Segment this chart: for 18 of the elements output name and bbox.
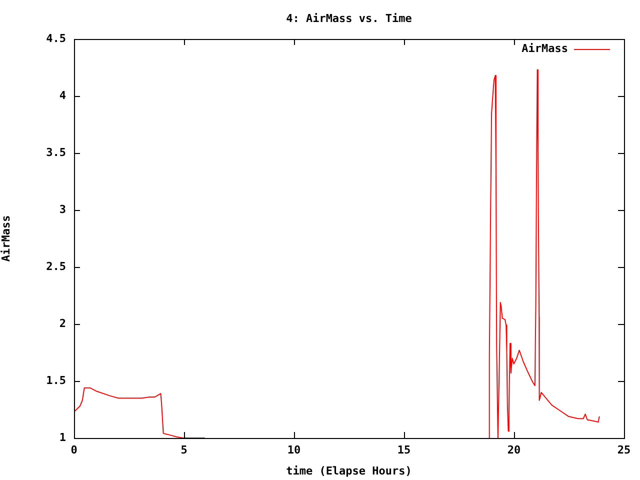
x-axis-title: time (Elapse Hours) [286,464,412,478]
x-tick-label: 15 [397,443,411,456]
y-tick-label: 1.5 [46,374,66,387]
x-tick-label: 25 [617,443,631,456]
y-tick-label: 1 [59,430,66,444]
y-tick-label: 3.5 [46,146,66,159]
series-label: AirMass [522,42,568,55]
y-axis-title: AirMass [0,215,12,262]
x-tick-label: 0 [70,443,78,456]
y-tick-label: 4 [59,88,66,102]
x-tick-label: 10 [287,443,301,456]
y-tick-label: 2 [59,316,66,330]
x-tick-label: 20 [507,443,521,456]
y-tick-label: 3 [59,202,66,216]
y-tick-label: 2.5 [46,260,66,273]
x-tick-label: 5 [180,443,188,456]
chart-title: 4: AirMass vs. Time [286,12,412,25]
y-tick-label: 4.5 [46,32,66,45]
